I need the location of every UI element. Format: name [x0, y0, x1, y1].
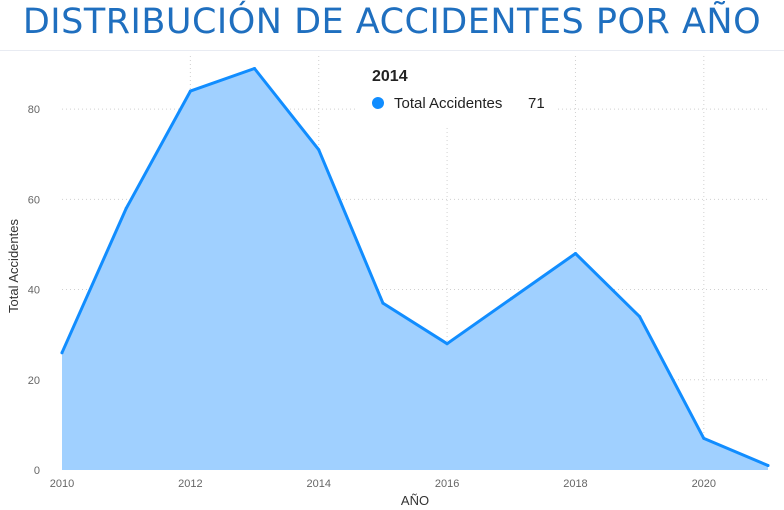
- data-point: [381, 301, 385, 305]
- tooltip-year: 2014: [372, 68, 408, 85]
- x-axis-ticks: 2010 2012 2014 2016 2018 2020: [50, 478, 716, 490]
- y-tick-label: 40: [28, 285, 40, 297]
- tooltip-series-name: Total Accidentes: [394, 95, 503, 112]
- data-point: [188, 89, 192, 93]
- area-fill: [62, 68, 768, 470]
- data-point: [253, 67, 257, 71]
- data-point: [124, 206, 128, 210]
- x-tick-label: 2018: [563, 478, 587, 490]
- data-point: [573, 251, 577, 255]
- tooltip: 2014 Total Accidentes 71: [356, 54, 556, 126]
- data-point: [509, 297, 513, 301]
- y-axis-ticks: 0 20 40 60 80: [28, 104, 40, 477]
- x-axis-title: AÑO: [401, 493, 429, 508]
- area-layer: [60, 67, 770, 470]
- data-point: [766, 463, 770, 467]
- data-point: [638, 315, 642, 319]
- legend-dot-icon: [372, 97, 384, 109]
- y-tick-label: 0: [34, 465, 40, 477]
- y-axis-title: Total Accidentes: [6, 219, 21, 313]
- data-point: [317, 148, 321, 152]
- data-point: [445, 342, 449, 346]
- y-tick-label: 80: [28, 104, 40, 116]
- x-tick-label: 2012: [178, 478, 202, 490]
- x-tick-label: 2010: [50, 478, 74, 490]
- y-tick-label: 20: [28, 375, 40, 387]
- chart-title: DISTRIBUCIÓN DE ACCIDENTES POR AÑO: [22, 2, 762, 42]
- data-point: [702, 436, 706, 440]
- y-tick-label: 60: [28, 194, 40, 206]
- tooltip-value: 71: [528, 95, 545, 112]
- title-divider: [0, 50, 784, 51]
- x-tick-label: 2016: [435, 478, 459, 490]
- data-point: [60, 351, 64, 355]
- x-tick-label: 2020: [692, 478, 716, 490]
- series-line: [60, 67, 770, 467]
- x-tick-label: 2014: [306, 478, 330, 490]
